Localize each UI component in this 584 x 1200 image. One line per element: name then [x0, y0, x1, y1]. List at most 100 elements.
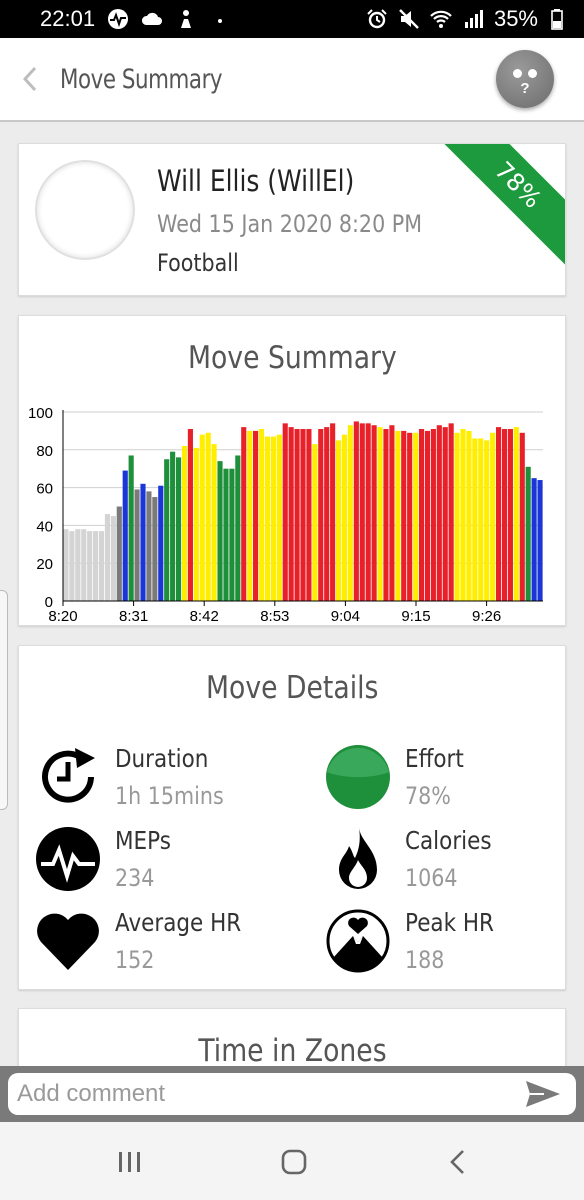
chart-bar: [241, 427, 247, 601]
nav-back-button[interactable]: [440, 1144, 476, 1180]
person-icon: [175, 8, 197, 30]
metric-label: Peak HR: [405, 908, 494, 937]
chart-bar: [424, 430, 431, 601]
chart-bar: [276, 434, 282, 601]
back-icon: [450, 1150, 464, 1174]
y-tick-label: 80: [36, 443, 53, 460]
chart-bar: [264, 436, 271, 601]
user-card: Will Ellis (WillEl) Wed 15 Jan 2020 8:20…: [18, 143, 566, 296]
edge-panel-handle[interactable]: [0, 590, 8, 810]
chevron-left-icon: [22, 66, 37, 92]
battery-icon: [548, 8, 570, 30]
chart-bar: [294, 429, 300, 601]
help-button[interactable]: ?: [496, 50, 554, 108]
y-tick-label: 20: [36, 556, 53, 573]
chart-bar: [413, 432, 419, 601]
recents-button[interactable]: [112, 1144, 148, 1180]
chart-bar: [217, 461, 223, 601]
chart-bar: [395, 430, 401, 601]
mute-icon: [398, 8, 420, 30]
chart-bar: [537, 480, 543, 601]
status-time: 22:01: [40, 6, 96, 31]
metric-label: Average HR: [115, 908, 242, 937]
x-tick-label: 9:15: [401, 608, 430, 625]
chart-title: Move Summary: [187, 340, 397, 376]
chart-bar: [472, 438, 478, 601]
chart-bar: [170, 451, 176, 601]
chart-bar: [442, 427, 448, 601]
y-tick-label: 100: [28, 405, 53, 422]
chart-bar: [448, 423, 454, 601]
chart-bar: [270, 436, 276, 601]
chart-bar: [175, 457, 182, 601]
eye-icon: [513, 69, 522, 78]
metric-peak-hr: Peak HR 188: [325, 908, 565, 982]
user-name: Will Ellis (WillEl): [157, 164, 355, 198]
chart-bar: [223, 468, 229, 601]
chart-bar: [75, 529, 81, 601]
chart-bar: [377, 427, 383, 601]
x-tick-label: 9:26: [472, 608, 501, 625]
chart-bar: [531, 478, 537, 601]
chart-bar: [69, 531, 75, 601]
metric-label: Calories: [405, 826, 492, 855]
chart-bar: [490, 432, 496, 601]
chart-bar: [347, 425, 353, 601]
chart-bar: [229, 468, 235, 601]
system-nav-bar: [0, 1122, 584, 1200]
comment-input[interactable]: [8, 1073, 508, 1115]
chart-bar: [359, 423, 365, 601]
peak-heart-icon: [326, 909, 390, 973]
chart-bar: [247, 430, 253, 601]
metric-label: Duration: [115, 744, 209, 773]
heart-icon: [37, 913, 99, 970]
x-tick-label: 8:20: [48, 608, 77, 625]
move-details-card: Move Details Duration 1h 15mins Effort 7…: [18, 645, 566, 990]
chart-bar: [253, 430, 259, 601]
chart-bar: [383, 429, 389, 601]
home-button[interactable]: [276, 1144, 312, 1180]
chart-bar: [128, 455, 134, 601]
back-button[interactable]: [0, 37, 60, 121]
y-tick-label: 40: [36, 518, 53, 535]
chart-bar: [454, 432, 460, 601]
metric-value: 1064: [405, 864, 458, 892]
metric-effort: Effort 78%: [325, 744, 565, 818]
comment-bar: [0, 1066, 584, 1122]
chart-bar: [478, 438, 484, 601]
metric-duration: Duration 1h 15mins: [35, 744, 285, 818]
app-bar: Move Summary ?: [0, 38, 584, 122]
move-summary-chart: 0 20 40 60 80 100 8:20 8:31 8:42 8:53 9:04 9:15 9:26: [28, 405, 543, 625]
chart-bar: [330, 423, 336, 601]
chart-bar: [365, 423, 371, 601]
metric-value: 234: [115, 864, 155, 892]
chart-bar: [389, 425, 395, 601]
zones-title: Time in Zones: [197, 1033, 387, 1069]
chart-bar: [158, 485, 164, 601]
help-label: ?: [520, 80, 530, 97]
chart-bar: [407, 432, 413, 601]
alarm-icon: [366, 8, 388, 30]
chart-bar: [110, 515, 116, 601]
eye-icon: [528, 69, 537, 78]
chart-bar: [140, 483, 146, 601]
send-icon: [526, 1081, 560, 1107]
chart-bar: [81, 529, 87, 601]
chart-bar: [353, 421, 359, 601]
chart-bar: [460, 429, 466, 601]
session-datetime: Wed 15 Jan 2020 8:20 PM: [157, 210, 423, 238]
chart-bar: [258, 429, 265, 601]
chart-bar: [93, 531, 99, 601]
dot-icon: [209, 8, 231, 30]
chart-bar: [134, 489, 140, 601]
send-button[interactable]: [524, 1079, 562, 1109]
chart-bar: [199, 434, 205, 601]
battery-percent: 35%: [493, 6, 538, 31]
x-tick-label: 8:31: [119, 608, 148, 625]
metric-value: 188: [405, 946, 445, 974]
chart-bar: [335, 440, 342, 601]
chart-bar: [519, 432, 525, 601]
chart-bar: [430, 429, 436, 601]
effort-ribbon-label: 78%: [489, 156, 547, 214]
y-tick-label: 0: [45, 594, 53, 611]
